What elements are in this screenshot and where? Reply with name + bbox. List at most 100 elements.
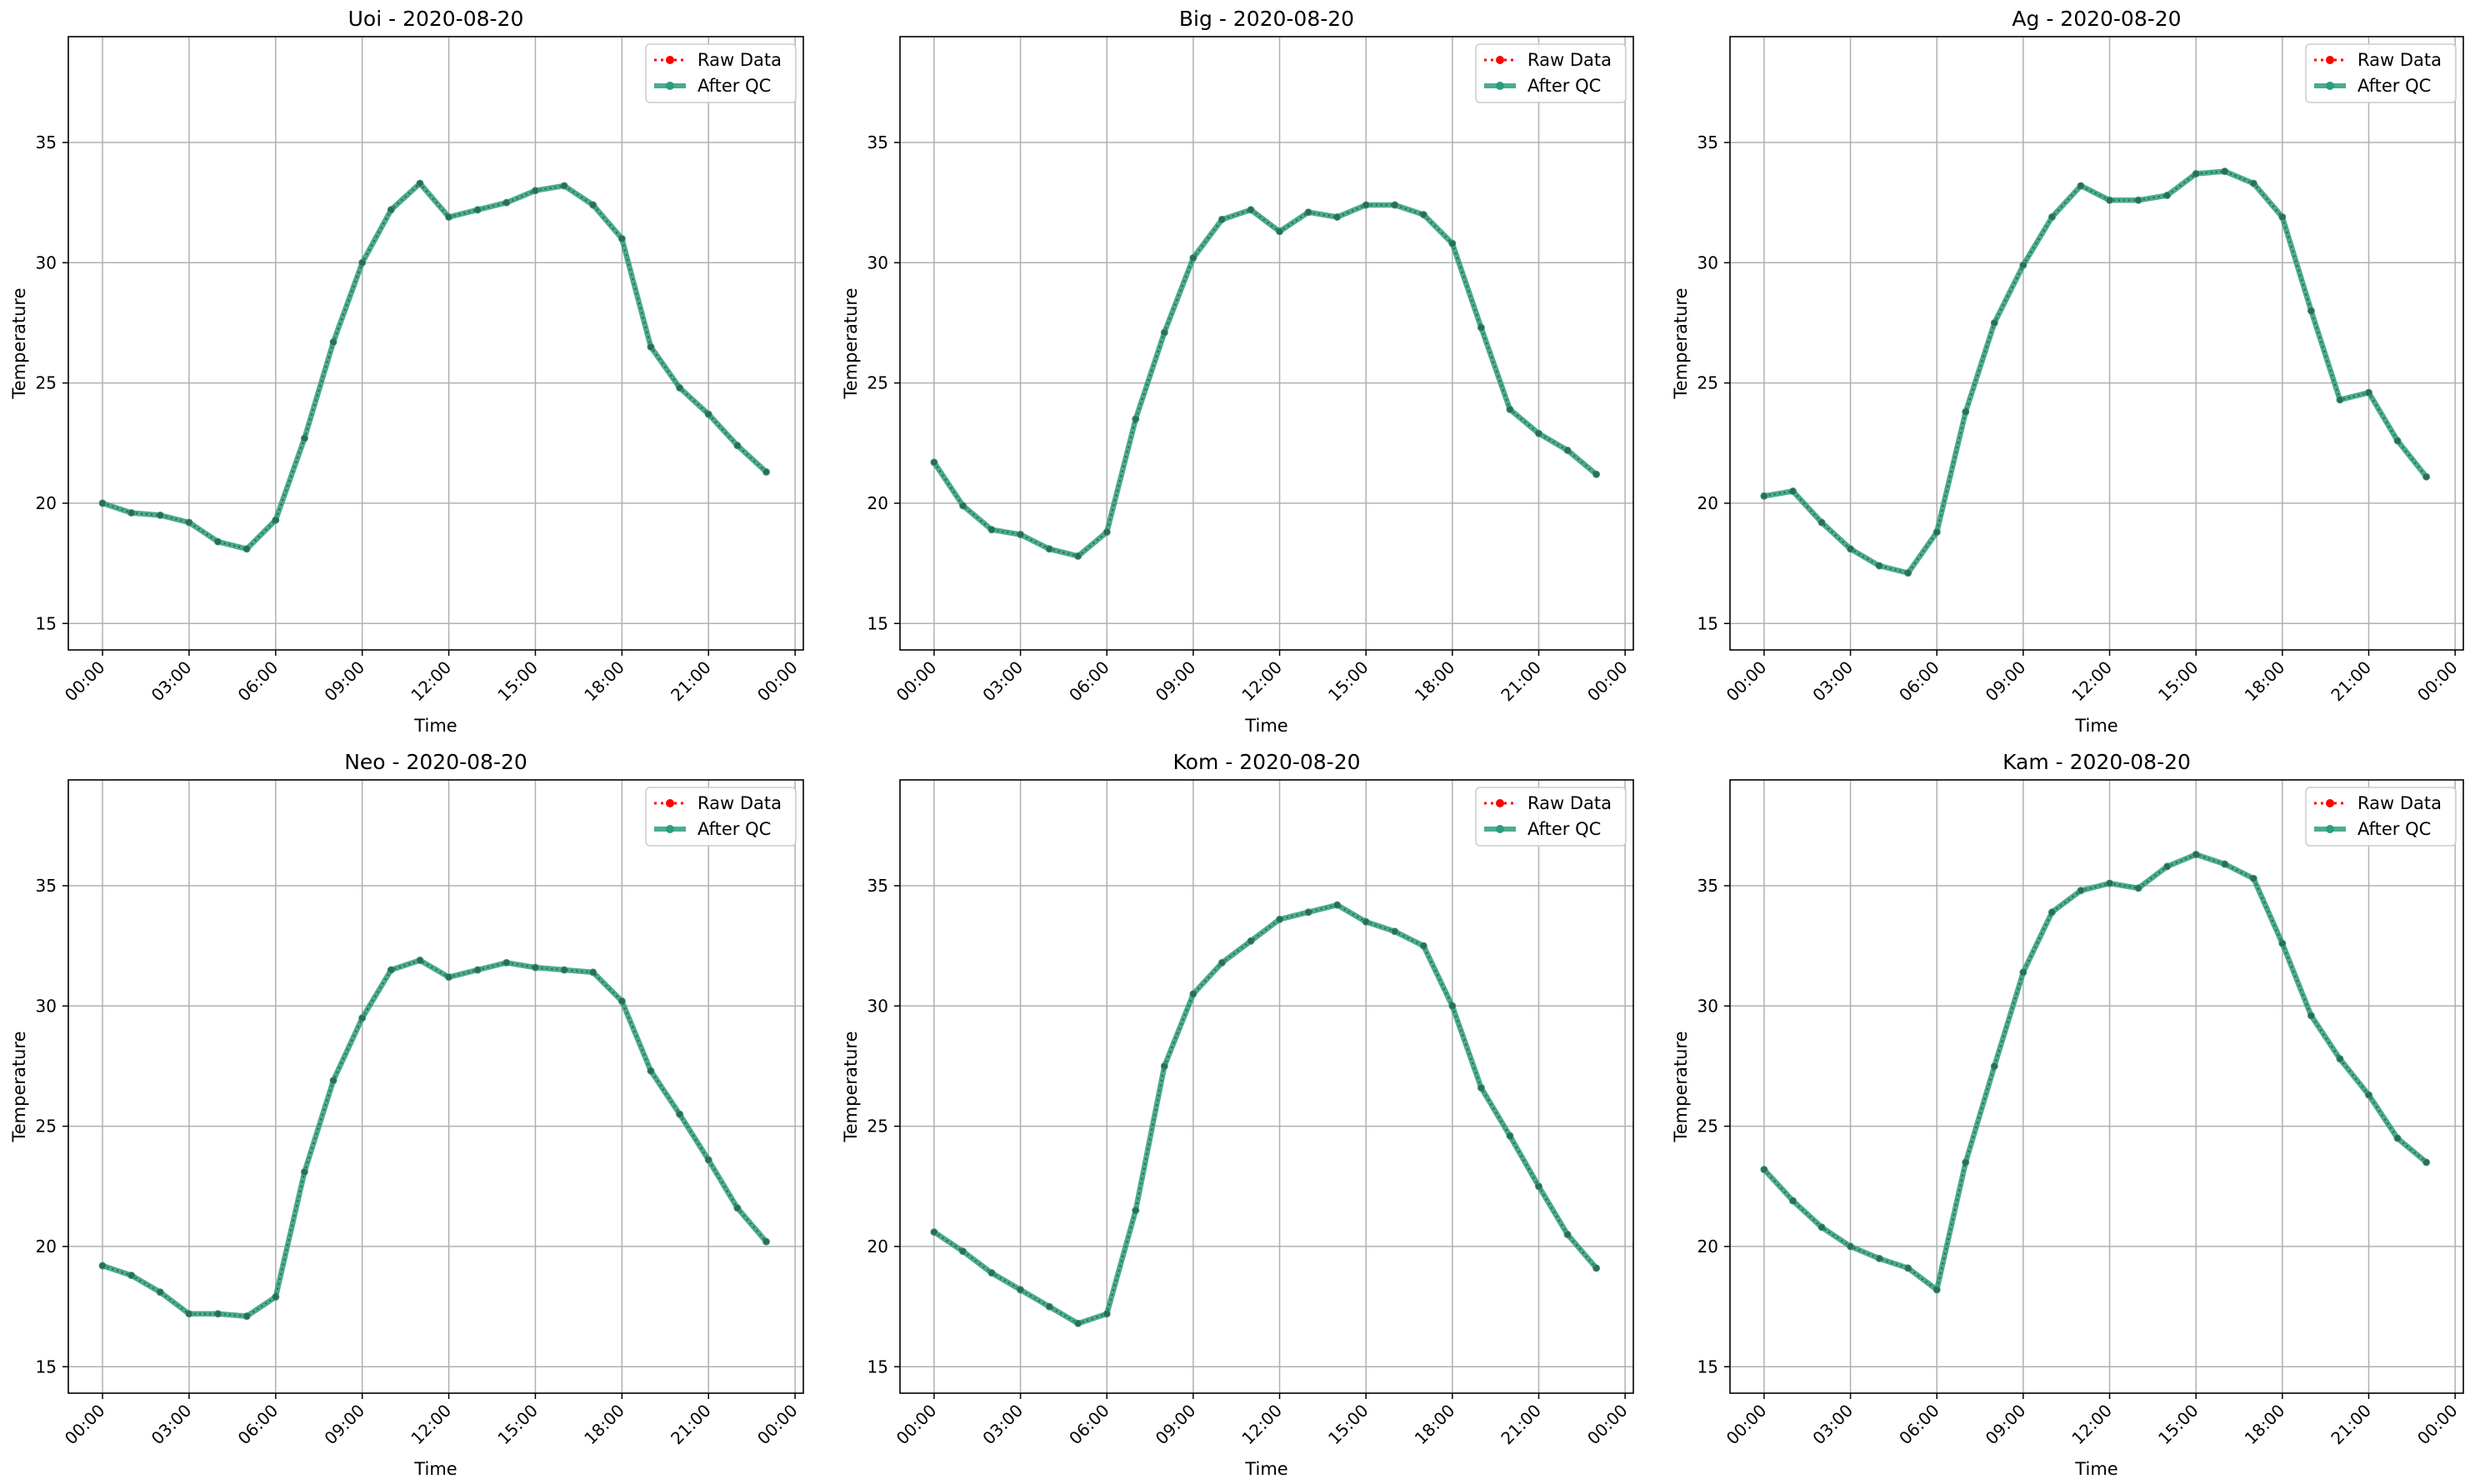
- x-tick-label: 06:00: [234, 657, 282, 706]
- legend-raw-marker: [1496, 799, 1504, 807]
- raw-data-overlay-point: [1478, 324, 1484, 331]
- x-tick-label: 09:00: [1152, 657, 1200, 706]
- legend-label: Raw Data: [698, 50, 782, 70]
- x-tick-label: 00:00: [1583, 1401, 1632, 1449]
- raw-data-overlay-point: [1218, 216, 1225, 222]
- raw-data-overlay-point: [1905, 570, 1912, 577]
- raw-data-overlay-point: [1305, 909, 1312, 916]
- raw-data-overlay-point: [2279, 940, 2286, 947]
- x-tick-label: 00:00: [753, 1401, 802, 1449]
- y-tick-label: 20: [36, 493, 57, 513]
- x-tick-label: 00:00: [2413, 657, 2462, 706]
- raw-data-overlay-point: [1991, 1062, 1998, 1069]
- x-tick-label: 03:00: [978, 1401, 1027, 1449]
- raw-data-overlay-point: [2164, 192, 2171, 198]
- chart-panel: 15 20 25 30 35 00:00 03:00 06:00 09:00 12:00 15:00…: [1671, 750, 2464, 1479]
- raw-data-overlay-point: [734, 442, 741, 449]
- raw-data-overlay-point: [648, 343, 654, 350]
- raw-data-overlay-point: [1277, 228, 1283, 235]
- raw-data-overlay-point: [1507, 1132, 1513, 1139]
- y-tick-label: 30: [868, 252, 888, 272]
- raw-data-overlay-point: [157, 1289, 163, 1296]
- raw-data-overlay-point: [1075, 1320, 1082, 1327]
- x-tick-label: 12:00: [1238, 657, 1286, 706]
- raw-data-overlay-point: [388, 967, 394, 973]
- x-tick-label: 00:00: [753, 657, 802, 706]
- x-tick-label: 03:00: [1808, 1401, 1857, 1449]
- raw-data-overlay-point: [762, 1238, 769, 1245]
- y-tick-label: 15: [868, 1357, 888, 1377]
- y-tick-label: 30: [1698, 996, 1718, 1016]
- raw-data-overlay-point: [301, 435, 308, 442]
- chart-title: Ag - 2020-08-20: [2012, 7, 2181, 31]
- x-tick-label: 12:00: [1238, 1401, 1286, 1449]
- plot-frame: [899, 36, 1634, 651]
- y-tick-label: 35: [868, 132, 888, 152]
- raw-data-overlay-point: [1848, 546, 1854, 552]
- chart-title: Kom - 2020-08-20: [1173, 750, 1361, 774]
- legend: Raw Data After QC: [1475, 787, 1627, 847]
- x-tick-label: 09:00: [1152, 1401, 1200, 1449]
- x-axis-label: Time: [1244, 716, 1288, 736]
- raw-data-overlay-point: [1564, 447, 1571, 453]
- raw-data-overlay-point: [1046, 546, 1052, 552]
- raw-data-overlay-point: [1564, 1232, 1571, 1238]
- plot-frame: [68, 36, 804, 651]
- raw-data-overlay-point: [1420, 212, 1427, 218]
- x-tick-label: 09:00: [320, 1401, 368, 1449]
- x-tick-label: 06:00: [1895, 1401, 1943, 1449]
- y-axis-label: Temperature: [9, 287, 29, 399]
- raw-data-overlay-point: [959, 1248, 966, 1255]
- raw-data-overlay-point: [1789, 488, 1796, 495]
- raw-data-overlay-point: [388, 207, 394, 213]
- series-raw-data-line: [1763, 170, 2428, 575]
- x-axis-label: Time: [2074, 716, 2118, 736]
- raw-data-overlay-point: [99, 1262, 106, 1269]
- x-tick-label: 00:00: [2413, 1401, 2462, 1449]
- raw-data-overlay-point: [474, 207, 481, 213]
- x-tick-label: 09:00: [1982, 1401, 2030, 1449]
- raw-data-overlay-line: [102, 959, 768, 1317]
- raw-data-overlay-point: [1277, 916, 1283, 922]
- x-axis-label: Time: [1244, 1459, 1288, 1479]
- series-after-qc-line: [932, 902, 1599, 1327]
- raw-data-overlay-point: [1876, 1255, 1882, 1262]
- raw-data-overlay-point: [99, 500, 106, 507]
- legend-label: After QC: [2358, 819, 2431, 839]
- raw-data-overlay-point: [1046, 1303, 1052, 1310]
- y-tick-label: 25: [36, 1117, 57, 1137]
- raw-data-overlay-point: [1449, 240, 1456, 247]
- y-tick-label: 15: [36, 613, 57, 633]
- chart-panel: 15 20 25 30 35 00:00 03:00 06:00 09:00 12:00 15:00…: [841, 750, 1634, 1479]
- raw-data-overlay-point: [186, 519, 192, 526]
- raw-data-overlay-point: [931, 459, 938, 466]
- y-tick-label: 20: [36, 1237, 57, 1257]
- y-axis-label: Temperature: [841, 287, 861, 399]
- raw-data-overlay-point: [1876, 562, 1882, 569]
- raw-data-overlay-point: [1933, 529, 1940, 536]
- raw-data-overlay-point: [215, 1311, 222, 1317]
- raw-data-overlay-point: [2164, 863, 2171, 870]
- raw-data-overlay-point: [1248, 937, 1254, 944]
- x-tick-label: 21:00: [667, 657, 715, 706]
- raw-data-overlay-point: [1789, 1197, 1796, 1204]
- raw-data-overlay-point: [734, 1205, 741, 1212]
- x-tick-label: 06:00: [234, 1401, 282, 1449]
- raw-data-overlay-point: [1392, 202, 1398, 208]
- y-tick-label: 30: [868, 996, 888, 1016]
- raw-data-overlay-point: [1161, 329, 1168, 336]
- y-tick-label: 15: [868, 613, 888, 633]
- raw-data-overlay-point: [2020, 262, 2027, 268]
- raw-data-overlay-point: [1420, 942, 1427, 949]
- chart-title: Neo - 2020-08-20: [344, 750, 528, 774]
- raw-data-overlay-point: [532, 187, 538, 194]
- raw-data-overlay-line: [933, 204, 1598, 557]
- x-tick-label: 03:00: [978, 657, 1027, 706]
- x-tick-label: 06:00: [1065, 657, 1113, 706]
- plot-frame: [899, 779, 1634, 1394]
- raw-data-overlay-point: [2078, 182, 2084, 189]
- legend-qc-marker: [666, 825, 674, 833]
- y-axis-label: Temperature: [841, 1031, 861, 1142]
- legend: Raw Data After QC: [1475, 43, 1627, 103]
